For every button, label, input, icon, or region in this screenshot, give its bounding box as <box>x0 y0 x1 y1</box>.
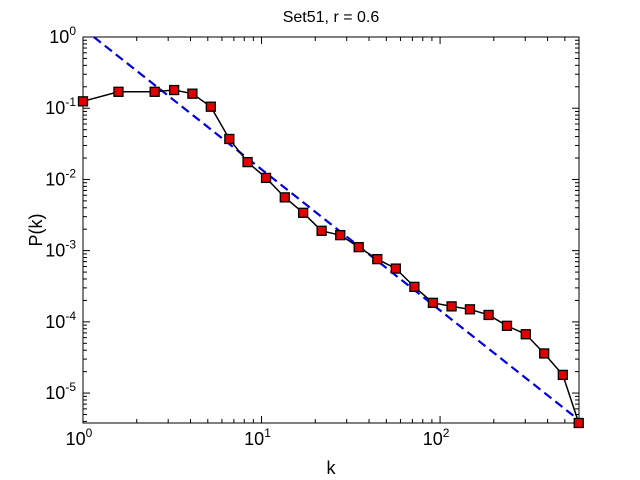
y-tick-label: 10-4 <box>45 309 76 332</box>
data-point-marker <box>205 101 216 112</box>
data-point-marker <box>427 297 439 308</box>
data-point-marker <box>464 304 476 315</box>
y-axis-label: P(k) <box>26 214 46 247</box>
axis-ticks <box>82 36 580 423</box>
data-point-marker <box>539 348 550 359</box>
data-point-marker <box>335 230 346 241</box>
data-point-marker <box>113 86 124 97</box>
data-point-marker <box>279 192 290 203</box>
y-tick-exponent: 0 <box>69 24 76 38</box>
y-tick-exponent: -1 <box>65 95 76 109</box>
y-tick-label: 10-5 <box>45 380 76 403</box>
x-axis-label: k <box>327 458 337 478</box>
y-tick-label: 10-2 <box>45 166 76 189</box>
data-point-marker <box>316 225 327 236</box>
data-point-marker <box>409 281 420 293</box>
y-tick-exponent: -2 <box>65 166 76 180</box>
data-point-marker <box>390 263 401 274</box>
data-point-marker <box>242 156 253 168</box>
data-point-marker <box>501 320 513 331</box>
data-point-marker <box>557 369 568 381</box>
data-point-marker <box>77 96 89 107</box>
data-point-marker <box>149 86 160 97</box>
x-tick-label: 102 <box>423 426 450 449</box>
data-point-marker <box>520 329 531 340</box>
y-tick-label: 10-3 <box>45 238 76 261</box>
x-tick-exponent: 2 <box>443 426 450 440</box>
data-point-marker <box>297 207 309 218</box>
x-tick-label: 101 <box>244 426 271 449</box>
data-point-marker <box>372 253 383 265</box>
x-tick-exponent: 0 <box>86 426 93 440</box>
plot-area <box>82 36 580 424</box>
data-point-marker <box>446 301 457 312</box>
x-tick-label: 100 <box>66 426 93 449</box>
data-point-marker <box>169 84 180 96</box>
data-point-marker <box>483 309 494 321</box>
y-tick-exponent: -5 <box>65 380 76 394</box>
fit-line <box>93 36 580 421</box>
x-tick-exponent: 1 <box>264 426 271 440</box>
data-point-marker <box>224 133 235 145</box>
chart-title: Set51, r = 0.6 <box>283 9 380 26</box>
y-tick-exponent: -3 <box>65 238 76 252</box>
data-point-marker <box>260 172 272 184</box>
data-series <box>77 36 584 429</box>
data-point-marker <box>187 88 198 99</box>
data-point-marker <box>353 241 364 253</box>
data-point-marker <box>573 417 584 429</box>
y-tick-exponent: -4 <box>65 309 76 323</box>
y-tick-label: 100 <box>49 24 76 47</box>
y-tick-label: 10-1 <box>45 95 76 118</box>
